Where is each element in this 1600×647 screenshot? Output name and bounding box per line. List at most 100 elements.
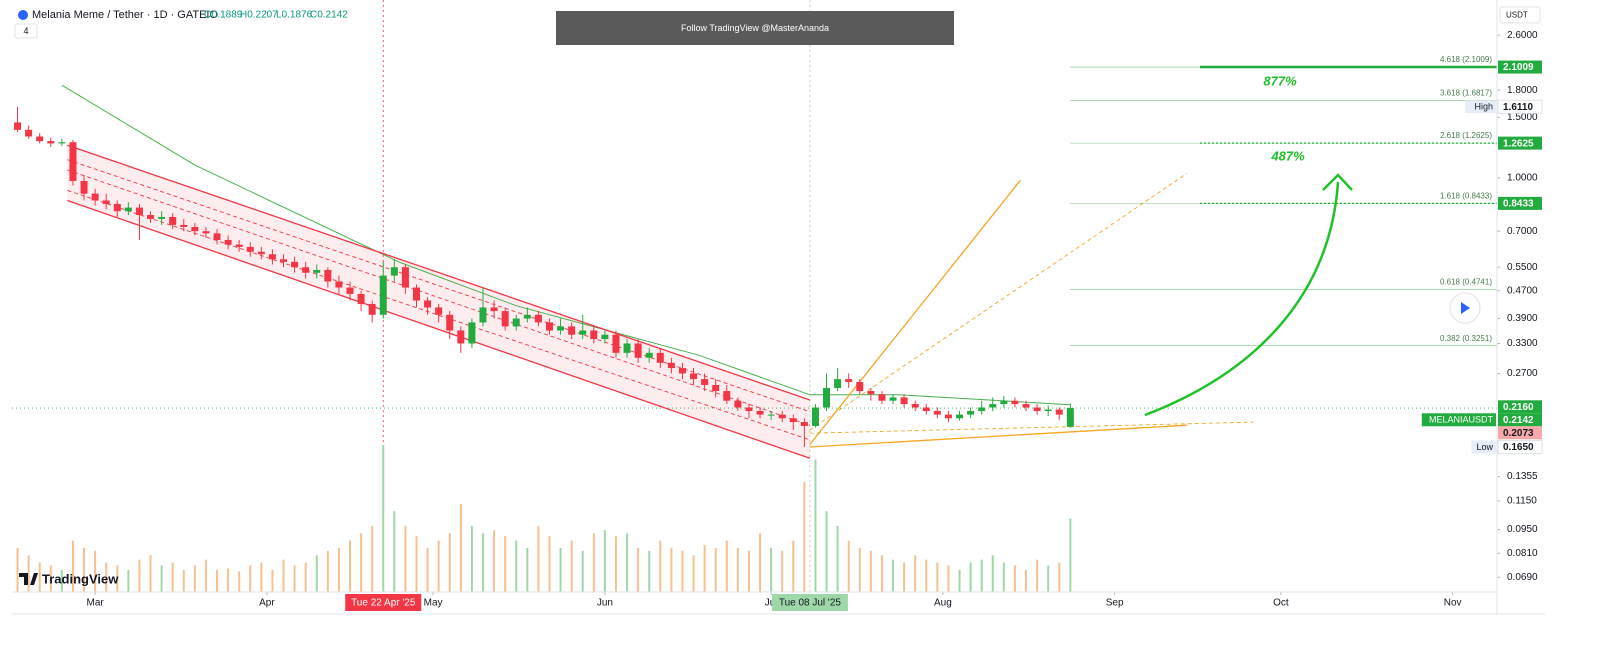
candle-body (545, 322, 553, 331)
volume-bar (603, 530, 606, 592)
time-marker-badge (771, 594, 848, 611)
candle-body (1066, 408, 1074, 427)
volume-bar (315, 555, 318, 592)
candle-body (956, 414, 964, 419)
fib-label: 4.618 (2.1009) (1440, 55, 1492, 64)
indicator-toggle[interactable] (14, 23, 38, 39)
trendline (67, 159, 811, 413)
volume-bar (759, 533, 762, 592)
volume-bar (725, 540, 728, 592)
volume-bar (216, 569, 219, 592)
price-badge-label: 1.2625 (1503, 138, 1534, 149)
candle-body (490, 307, 498, 312)
candle-body (656, 352, 664, 363)
volume-bar (371, 525, 374, 592)
candle-body (534, 314, 542, 323)
candle-body (1011, 400, 1019, 405)
volume-bar (836, 525, 839, 592)
candle-body (978, 407, 986, 412)
candle-body (368, 303, 376, 315)
volume-bar (515, 540, 518, 592)
volume-bar (437, 540, 440, 592)
candle-body (889, 397, 897, 401)
x-tick-label: Sep (1106, 598, 1124, 609)
candle-body (58, 142, 66, 144)
candle-body (69, 142, 77, 181)
percent-annotation: 877% (1263, 73, 1297, 88)
candle-body (313, 269, 321, 273)
volume-bar (526, 547, 529, 592)
candle-body (202, 231, 210, 234)
volume-bar (770, 547, 773, 592)
volume-bar (238, 571, 241, 592)
price-badge (1498, 136, 1542, 150)
candle-body (102, 200, 110, 204)
currency-box[interactable] (1499, 6, 1541, 24)
candle-body (523, 314, 531, 319)
volume-bar (470, 525, 473, 592)
volume-bar (847, 540, 850, 592)
candle-body (856, 382, 864, 392)
symbol-title: Melania Meme / Tether · 1D · GATEIO (32, 9, 218, 21)
candle-body (180, 224, 188, 227)
candle-body (811, 407, 819, 426)
price-badge-label: 1.6110 (1503, 102, 1533, 113)
volume-bar (116, 565, 119, 592)
volume-bar (825, 511, 828, 592)
logo-mark (19, 573, 38, 585)
candle-body (379, 275, 387, 315)
volume-bar (227, 568, 230, 592)
volume-bar (138, 559, 141, 592)
candle-body (457, 330, 465, 344)
candle-body (712, 384, 720, 392)
trendline (809, 424, 1187, 448)
volume-bar (349, 540, 352, 592)
volume-bar (293, 565, 296, 592)
candle-body (690, 373, 698, 380)
candle-body (867, 391, 875, 395)
candle-body (745, 407, 753, 412)
volume-bar (969, 562, 972, 592)
ohlc-low: L0.1876 (276, 10, 313, 21)
candle-body (346, 287, 354, 294)
fib-label: 1.618 (0.8433) (1440, 191, 1492, 200)
trendline (67, 169, 811, 426)
volume-bar (127, 569, 130, 592)
volume-bar (83, 547, 86, 592)
x-tick-label: Oct (1273, 598, 1289, 609)
back-layer (12, 0, 1500, 595)
volume-bar (415, 536, 418, 592)
volume-bar (548, 536, 551, 592)
trendline (809, 173, 1187, 431)
volume-bar (393, 511, 396, 592)
candle-body (257, 251, 265, 255)
volume-bar (160, 565, 163, 592)
candle-body (734, 400, 742, 408)
volume-bar (105, 562, 108, 592)
candle-body (25, 129, 33, 137)
candle-body (412, 287, 420, 301)
price-tag-label: Low (1476, 442, 1493, 452)
volume-bar (747, 550, 750, 592)
candle-body (124, 207, 132, 212)
candle-body (401, 267, 409, 288)
indicator-count: 4 (23, 26, 28, 36)
candle-body (634, 343, 642, 358)
trendline (67, 189, 811, 441)
trendline (67, 144, 811, 401)
y-tick-label: 0.5500 (1507, 262, 1538, 273)
volume-bar (1069, 518, 1072, 592)
x-tick-label: Aug (934, 598, 952, 609)
candle-body (623, 343, 631, 353)
candle-body (158, 216, 166, 219)
candle-body (213, 233, 221, 240)
candle-body (47, 141, 55, 144)
candle-body (922, 407, 930, 412)
candle-body (335, 281, 343, 288)
candle-body (169, 216, 177, 225)
candle-body (302, 267, 310, 273)
candle-body (280, 259, 288, 262)
volume-bar (637, 547, 640, 592)
candle-body (933, 411, 941, 415)
volume-bar (404, 525, 407, 592)
